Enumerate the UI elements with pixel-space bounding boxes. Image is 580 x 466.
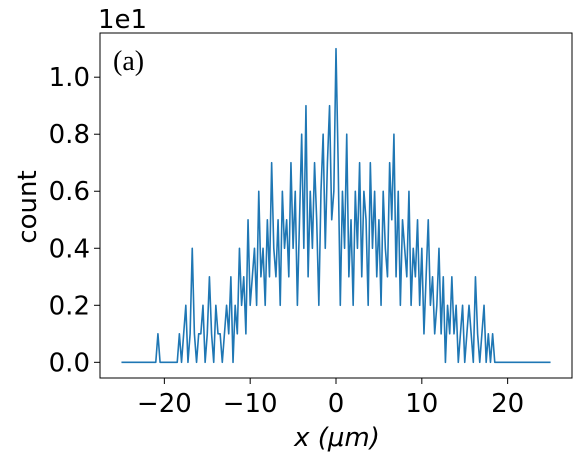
y-tick-label: 0.4 xyxy=(49,234,90,264)
x-tick-label: 20 xyxy=(491,389,524,419)
data-line xyxy=(121,47,551,364)
offset-text: 1e1 xyxy=(98,5,147,35)
y-axis-label: count xyxy=(13,170,43,243)
y-tick-label: 0.8 xyxy=(49,120,90,150)
x-axis-label: x (μm) xyxy=(293,423,380,453)
x-tick-label: −20 xyxy=(137,389,192,419)
y-tick-label: 0.6 xyxy=(49,177,90,207)
y-tick-label: 0.2 xyxy=(49,291,90,321)
annotation: (a) xyxy=(113,46,144,77)
x-tick-label: −10 xyxy=(223,389,278,419)
plot-frame xyxy=(99,32,573,379)
x-tick-label: 10 xyxy=(405,389,438,419)
y-tick-label: 1.0 xyxy=(49,63,90,93)
y-tick-label: 0.0 xyxy=(49,348,90,378)
x-tick-label: 0 xyxy=(328,389,345,419)
